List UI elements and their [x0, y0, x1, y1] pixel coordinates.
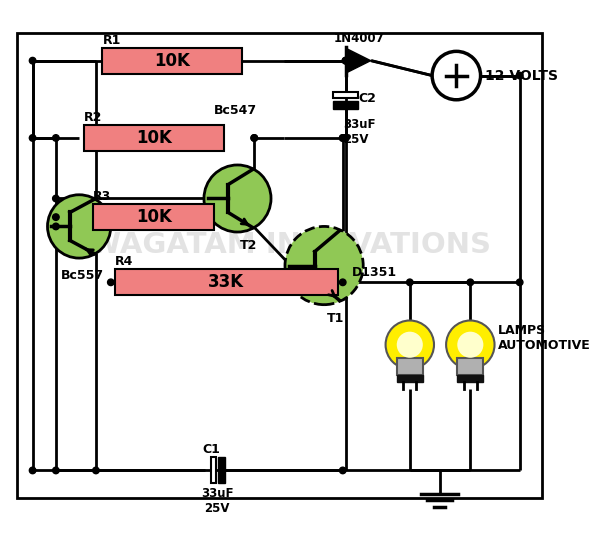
Circle shape — [517, 279, 523, 286]
Circle shape — [92, 467, 99, 474]
Circle shape — [251, 135, 257, 141]
Circle shape — [386, 321, 434, 369]
Circle shape — [204, 165, 271, 232]
Bar — [84, 125, 224, 151]
Circle shape — [251, 135, 257, 141]
Circle shape — [432, 51, 481, 100]
Text: Bc547: Bc547 — [214, 105, 257, 117]
Circle shape — [517, 72, 523, 79]
Text: T1: T1 — [327, 312, 344, 325]
Bar — [457, 358, 484, 375]
Circle shape — [29, 467, 36, 474]
Bar — [93, 204, 214, 230]
Bar — [457, 375, 484, 382]
Circle shape — [47, 195, 111, 258]
Circle shape — [53, 214, 59, 220]
Circle shape — [340, 135, 346, 141]
Text: 33uF
25V: 33uF 25V — [343, 118, 375, 146]
Text: Bc557: Bc557 — [61, 269, 104, 282]
Bar — [397, 358, 423, 375]
Circle shape — [342, 57, 349, 64]
Bar — [115, 269, 338, 295]
Bar — [397, 375, 423, 382]
Text: 33uF
25V: 33uF 25V — [201, 487, 233, 515]
Text: R1: R1 — [103, 34, 121, 47]
Text: 10K: 10K — [136, 208, 172, 226]
Circle shape — [53, 195, 59, 202]
Text: T2: T2 — [240, 240, 257, 252]
Text: R4: R4 — [115, 255, 133, 269]
Circle shape — [342, 57, 349, 64]
Circle shape — [107, 279, 114, 286]
Circle shape — [340, 135, 346, 141]
Circle shape — [407, 279, 413, 286]
Text: C1: C1 — [202, 443, 220, 456]
Circle shape — [342, 135, 349, 141]
Bar — [334, 101, 358, 109]
Text: 10K: 10K — [136, 129, 172, 147]
Text: 10K: 10K — [154, 51, 190, 70]
Text: SWAGATAM INNOVATIONS: SWAGATAM INNOVATIONS — [68, 231, 491, 259]
Text: 1N4007: 1N4007 — [333, 32, 384, 45]
Circle shape — [342, 135, 349, 141]
Polygon shape — [346, 49, 371, 73]
Bar — [334, 92, 358, 98]
Bar — [103, 48, 242, 73]
Text: R2: R2 — [84, 111, 102, 124]
Circle shape — [397, 332, 423, 358]
Circle shape — [285, 226, 363, 304]
Text: LAMPS
AUTOMOTIVE: LAMPS AUTOMOTIVE — [498, 324, 591, 352]
Circle shape — [340, 467, 346, 474]
Circle shape — [29, 57, 36, 64]
Circle shape — [53, 467, 59, 474]
Circle shape — [446, 321, 494, 369]
Circle shape — [53, 223, 59, 230]
Text: C2: C2 — [359, 92, 376, 105]
Text: 12 VOLTS: 12 VOLTS — [485, 69, 558, 83]
Bar — [211, 457, 216, 483]
Circle shape — [467, 279, 473, 286]
Circle shape — [457, 332, 484, 358]
Circle shape — [53, 135, 59, 141]
Text: D1351: D1351 — [352, 266, 397, 279]
Circle shape — [340, 279, 346, 286]
Circle shape — [29, 135, 36, 141]
Bar — [218, 457, 226, 483]
Text: R3: R3 — [93, 190, 112, 203]
Text: 33K: 33K — [208, 273, 244, 291]
